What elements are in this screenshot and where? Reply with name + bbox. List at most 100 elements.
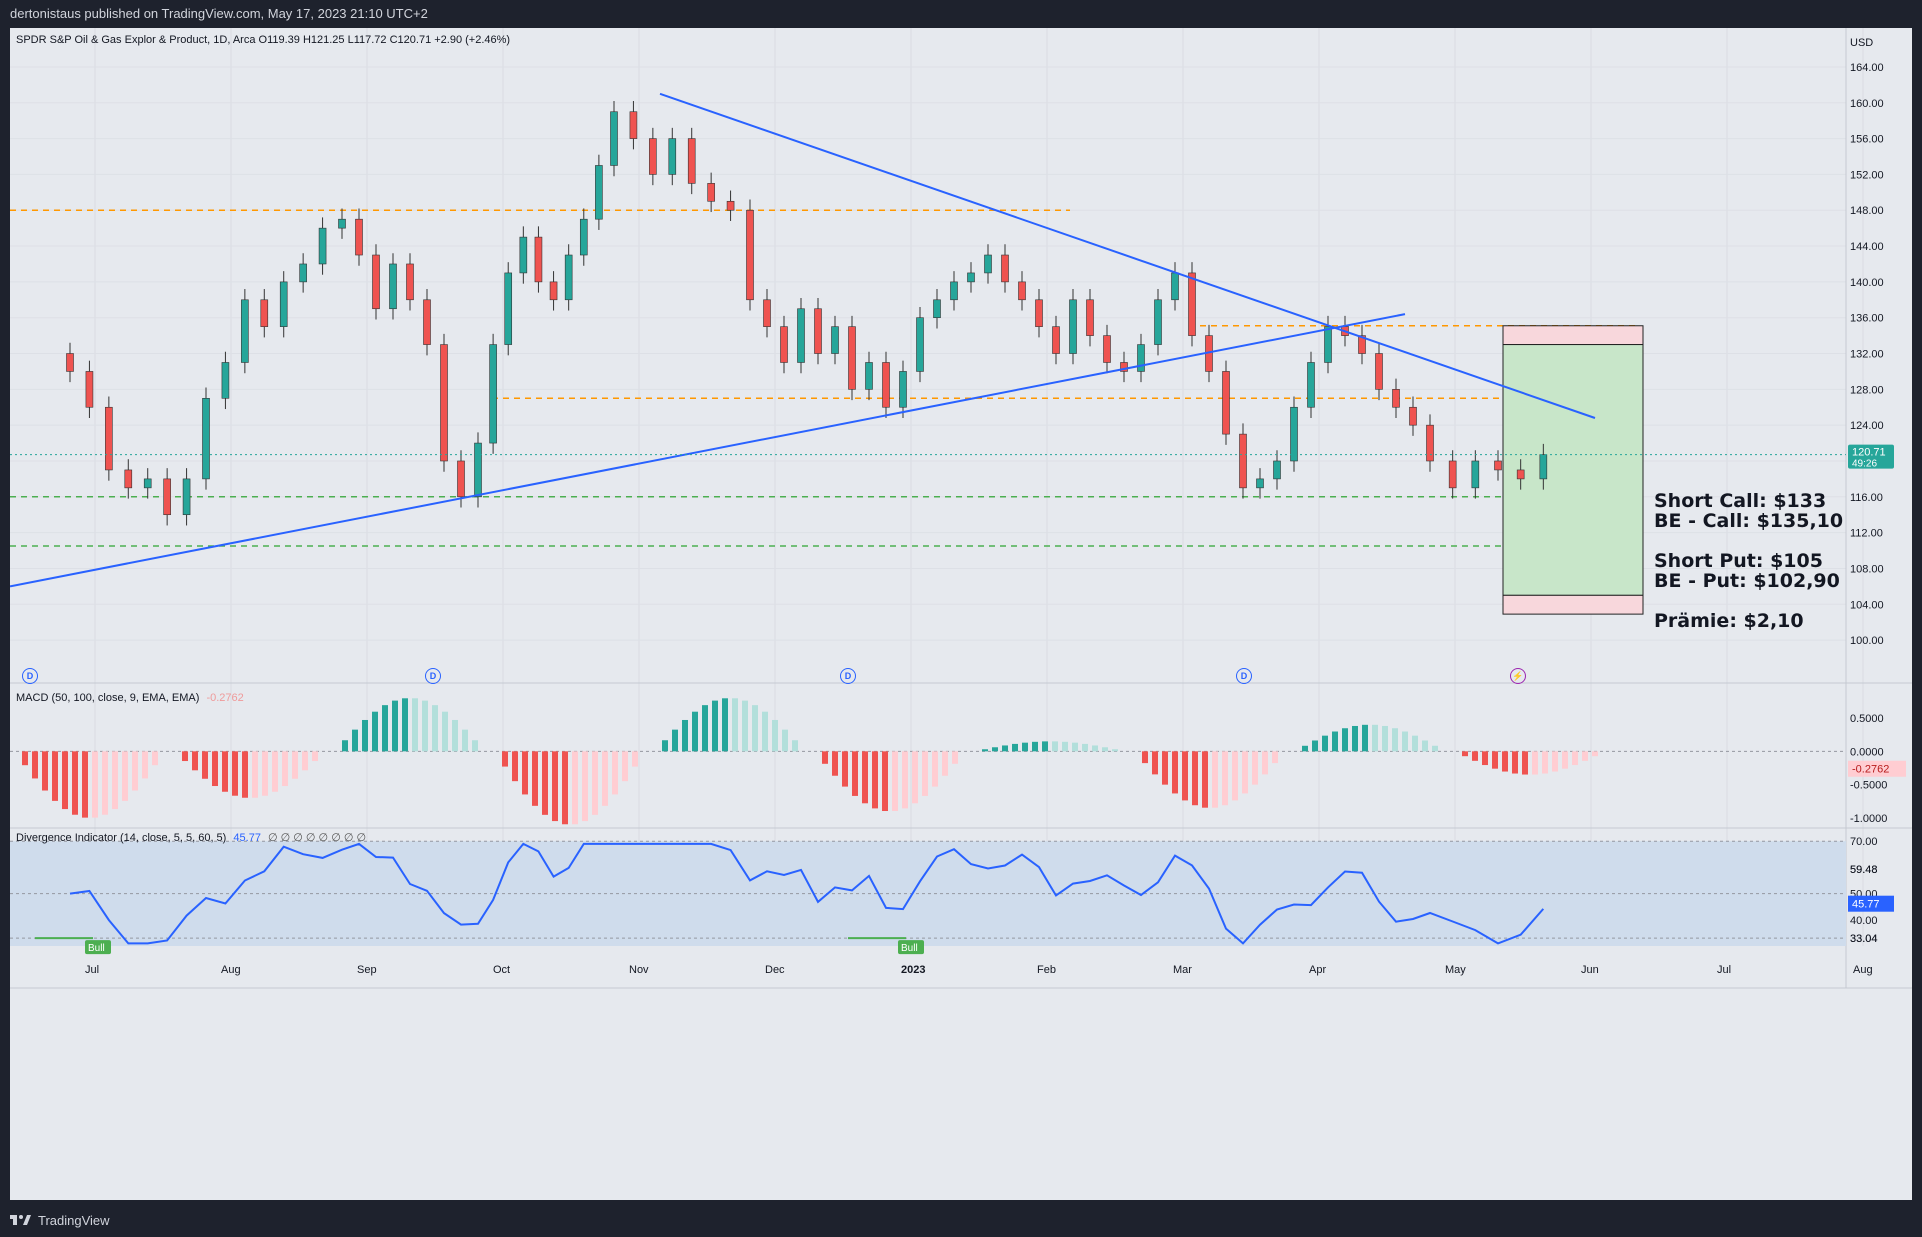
price-tick-label: 152.00 — [1850, 169, 1884, 181]
macd-histogram-bar — [182, 751, 188, 762]
macd-histogram-bar — [902, 751, 908, 809]
macd-histogram-bar — [292, 751, 298, 779]
chart-panel[interactable]: Jul Aug Sep Oct Nov Dec 2023 Feb Mar Apr May Jun Jul… — [10, 28, 1912, 1200]
candle-body — [1154, 299, 1162, 345]
macd-histogram-bar — [932, 751, 938, 787]
macd-histogram-bar — [922, 751, 928, 796]
macd-histogram-bar — [352, 729, 358, 752]
macd-histogram-bar — [1592, 751, 1598, 757]
symbol-title[interactable]: SPDR S&P Oil & Gas Explor & Product, 1D,… — [16, 34, 256, 46]
macd-histogram-bar — [1372, 724, 1378, 752]
x-tick-label: Aug — [221, 964, 241, 976]
macd-legend: MACD (50, 100, close, 9, EMA, EMA) -0.27… — [16, 692, 244, 704]
macd-histogram-bar — [462, 729, 468, 752]
price-tick-label: 160.00 — [1850, 98, 1884, 110]
currency-label: USD — [1850, 37, 1873, 49]
candle-body — [1137, 344, 1145, 372]
dividend-event-icon[interactable]: D — [22, 668, 38, 684]
macd-title[interactable]: MACD (50, 100, close, 9, EMA, EMA) — [16, 692, 200, 704]
candle-body — [338, 218, 346, 229]
candle-body — [202, 397, 210, 480]
macd-histogram-bar — [1482, 751, 1488, 766]
macd-histogram-bar — [702, 705, 708, 752]
candle-body — [882, 362, 890, 408]
price-tick-label: 140.00 — [1850, 277, 1884, 289]
divergence-tick-label: 59.48 — [1850, 864, 1878, 876]
macd-histogram-bar — [222, 751, 228, 792]
macd-histogram-bar — [42, 751, 48, 791]
dividend-event-icon[interactable]: D — [840, 668, 856, 684]
tradingview-brand[interactable]: TradingView — [38, 1212, 110, 1228]
tradingview-logo-icon — [10, 1215, 31, 1225]
macd-histogram-bar — [572, 751, 578, 825]
macd-histogram-bar — [552, 751, 558, 822]
candle-body — [848, 326, 856, 390]
candle-body — [726, 200, 735, 211]
candle-body — [1052, 326, 1060, 354]
macd-histogram-bar — [852, 751, 858, 796]
praemie-label: Prämie: $2,10 — [1654, 610, 1804, 632]
dividend-event-icon[interactable]: D — [425, 668, 441, 684]
macd-histogram-bar — [82, 751, 88, 818]
profit-zone — [1502, 344, 1644, 596]
macd-histogram-bar — [422, 700, 428, 752]
divergence-title[interactable]: Divergence Indicator (14, close, 5, 5, 6… — [16, 832, 227, 844]
macd-histogram-bar — [502, 751, 508, 767]
candle-body — [984, 254, 992, 274]
candle-body — [534, 236, 543, 283]
macd-histogram-bar — [242, 751, 248, 798]
macd-histogram-bar — [202, 751, 208, 779]
price-tick-label: 164.00 — [1850, 62, 1884, 74]
candle-body — [668, 138, 677, 175]
candle-body — [389, 263, 397, 310]
x-tick-label: Jun — [1581, 964, 1599, 976]
macd-histogram-bar — [1002, 745, 1008, 752]
ohlc-values: O119.39 H121.25 L117.72 C120.71 +2.90 (+… — [258, 34, 511, 46]
macd-histogram-bar — [1502, 751, 1508, 772]
macd-histogram-bar — [1312, 740, 1318, 752]
x-tick-label: Dec — [765, 964, 785, 976]
macd-histogram-bar — [362, 719, 368, 752]
candle-body — [1471, 460, 1480, 489]
macd-histogram-bar — [1522, 751, 1528, 775]
lightning-icon[interactable]: ⚡ — [1510, 668, 1526, 684]
divergence-line — [69, 842, 1545, 945]
candle-body — [143, 478, 152, 489]
macd-histogram-bar — [1552, 751, 1558, 772]
candle-body — [124, 469, 133, 489]
candle-body — [814, 308, 822, 354]
candle-body — [831, 326, 839, 354]
price-tick-label: 108.00 — [1850, 563, 1884, 575]
macd-histogram-bar — [212, 751, 218, 787]
macd-histogram-bar — [1342, 728, 1348, 752]
macd-histogram-bar — [1492, 751, 1498, 769]
macd-histogram-bar — [432, 705, 438, 752]
candle-body — [519, 236, 528, 274]
macd-histogram-bar — [712, 700, 718, 752]
candle-body — [950, 281, 958, 301]
macd-histogram-bar — [392, 700, 398, 752]
countdown-label: 49:26 — [1852, 459, 1877, 470]
candle-body — [318, 227, 327, 265]
divergence-value-label: 45.77 — [1852, 899, 1880, 911]
candle-body — [1239, 433, 1247, 489]
bull-label-bg — [898, 940, 924, 955]
trendline-support — [10, 313, 1406, 588]
macd-histogram-bar — [122, 751, 128, 801]
macd-histogram-bar — [1192, 751, 1198, 806]
macd-histogram-bar — [1582, 751, 1588, 761]
short-call-label: Short Call: $133 — [1654, 490, 1827, 512]
dividend-event-icon[interactable]: D — [1236, 668, 1252, 684]
chart-canvas[interactable]: Jul Aug Sep Oct Nov Dec 2023 Feb Mar Apr May Jun Jul… — [10, 28, 1912, 1200]
macd-tick-label: -1.0000 — [1850, 813, 1887, 825]
macd-histogram-bar — [282, 751, 288, 787]
macd-histogram-bar — [582, 751, 588, 822]
macd-histogram-bar — [102, 751, 108, 815]
price-tick-label: 148.00 — [1850, 205, 1884, 217]
x-tick-label: Oct — [493, 964, 510, 976]
x-tick-label: Sep — [357, 964, 377, 976]
price-tick-label: 156.00 — [1850, 134, 1884, 146]
macd-histogram-bar — [822, 751, 828, 764]
be-call-label: BE - Call: $135,10 — [1654, 510, 1844, 532]
macd-histogram-bar — [832, 751, 838, 776]
